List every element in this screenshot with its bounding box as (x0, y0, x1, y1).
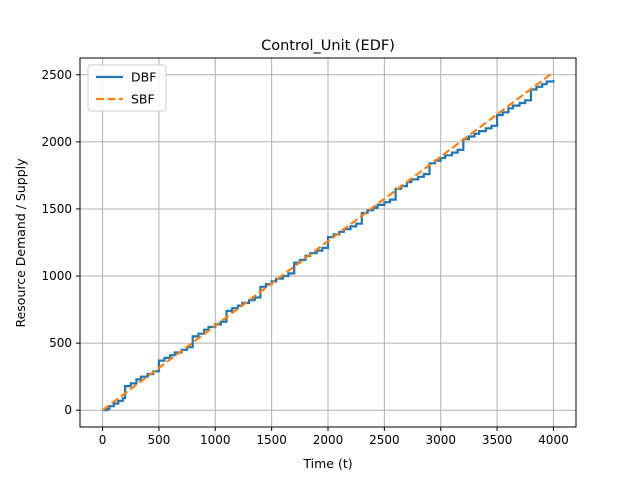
x-tick-label: 500 (147, 433, 170, 447)
y-axis-label: Resource Demand / Supply (13, 158, 28, 328)
legend-label: DBF (131, 70, 156, 85)
x-tick-label: 3500 (482, 433, 513, 447)
y-tick-label: 1000 (41, 269, 72, 283)
x-tick-label: 2000 (313, 433, 344, 447)
x-tick-label: 2500 (369, 433, 400, 447)
y-tick-label: 2000 (41, 135, 72, 149)
legend-label: SBF (131, 92, 155, 107)
series-layer (101, 71, 555, 412)
ticks: 0 500 1000 1500 2000 2500 3000 3500 4000 0 500 1000… (41, 68, 568, 447)
x-tick-label: 4000 (538, 433, 569, 447)
x-tick-label: 0 (99, 433, 107, 447)
x-tick-label: 1500 (256, 433, 287, 447)
legend: DBF SBF (87, 64, 167, 112)
x-axis-label: Time (t) (302, 456, 352, 471)
y-tick-label: 500 (49, 336, 72, 350)
x-tick-label: 3000 (425, 433, 456, 447)
y-tick-label: 1500 (41, 202, 72, 216)
y-tick-label: 0 (64, 403, 72, 417)
y-tick-label: 2500 (41, 68, 72, 82)
x-tick-label: 1000 (200, 433, 231, 447)
chart-title: Control_Unit (EDF) (261, 38, 395, 54)
series-line-dbf (102, 80, 555, 412)
series-line-sbf (101, 71, 555, 412)
